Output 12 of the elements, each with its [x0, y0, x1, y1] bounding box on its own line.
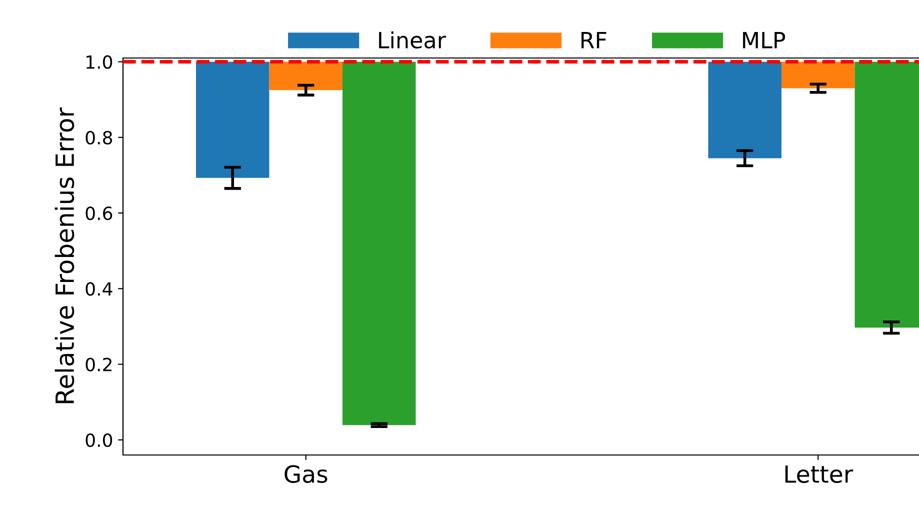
x-tick-label: Gas	[284, 465, 328, 483]
y-tick-label: 0.8	[86, 130, 112, 145]
x-tick-label: Letter	[785, 465, 854, 483]
y-axis-title: Relative Frobenius Error	[54, 107, 74, 404]
y-tick-label: 1.0	[86, 55, 112, 69]
y-tick-label: 0.2	[86, 358, 112, 372]
legend-label: MLP	[743, 32, 786, 48]
y-tick-label: 0.6	[86, 206, 112, 220]
legend-label: RF	[581, 32, 606, 48]
y-tick-label: 0.0	[86, 433, 112, 447]
y-tick-label: 0.4	[86, 282, 112, 296]
legend-label: Linear	[379, 31, 446, 49]
